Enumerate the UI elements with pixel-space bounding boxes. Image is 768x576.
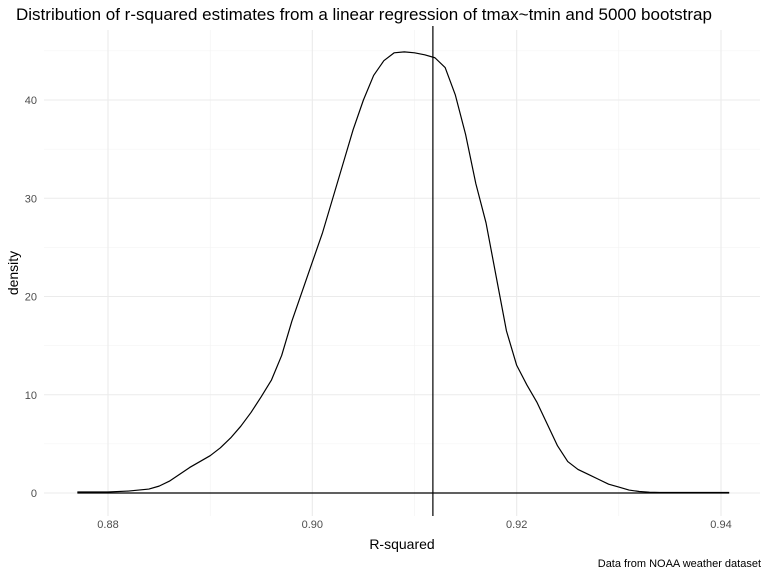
y-tick-labels: 0 10 20 30 40 bbox=[25, 95, 37, 500]
y-tick-label: 10 bbox=[25, 390, 37, 402]
y-axis-title: density bbox=[5, 251, 21, 295]
major-grid bbox=[44, 30, 760, 516]
y-tick-label: 0 bbox=[31, 488, 37, 500]
chart-caption: Data from NOAA weather dataset bbox=[598, 558, 761, 570]
x-tick-labels: 0.88 0.90 0.92 0.94 bbox=[97, 519, 731, 531]
density-curve bbox=[77, 51, 730, 494]
y-tick-label: 40 bbox=[25, 95, 37, 107]
minor-grid bbox=[44, 30, 760, 516]
y-tick-label: 30 bbox=[25, 193, 37, 205]
x-axis-title: R-squared bbox=[369, 536, 434, 552]
x-tick-label: 0.94 bbox=[710, 519, 731, 531]
y-tick-label: 20 bbox=[25, 292, 37, 304]
chart-title: Distribution of r-squared estimates from… bbox=[16, 5, 712, 24]
x-tick-label: 0.92 bbox=[506, 519, 527, 531]
x-tick-label: 0.90 bbox=[302, 519, 323, 531]
plot-marks bbox=[77, 26, 730, 516]
x-tick-label: 0.88 bbox=[97, 519, 118, 531]
